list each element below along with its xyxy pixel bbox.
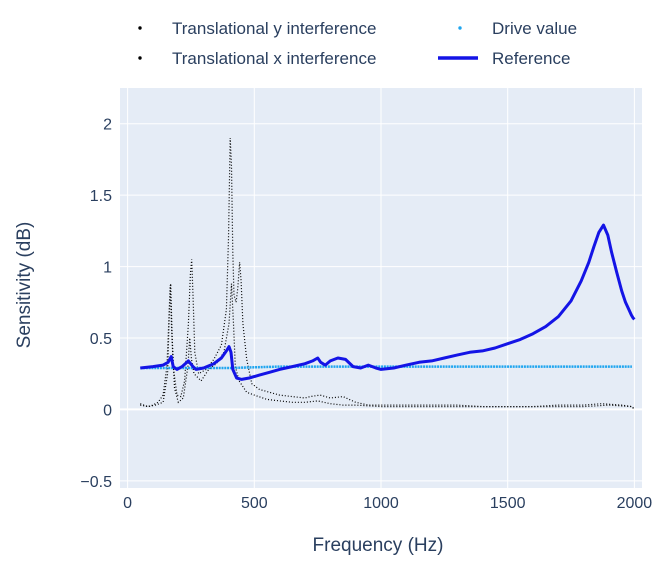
legend: Translational y interference Translationa… (138, 19, 577, 68)
x-tick-label: 1000 (363, 495, 399, 512)
legend-label-translational-x-interference: Translational x interference (172, 49, 376, 68)
x-tick-label: 0 (123, 495, 132, 512)
y-tick-label: 0.5 (90, 331, 112, 348)
legend-swatch-translational-x-interference (138, 56, 142, 60)
x-tick-label: 1500 (490, 495, 526, 512)
y-tick-label: −0.5 (80, 474, 112, 491)
tick-labels: 0 500 1000 1500 2000 −0.5 0 0.5 1 1.5 2 (80, 117, 652, 512)
x-tick-label: 500 (241, 495, 268, 512)
y-tick-label: 1 (103, 260, 112, 277)
series-reference (140, 223, 636, 381)
legend-label-reference: Reference (492, 49, 570, 68)
legend-swatch-translational-y-interference (138, 26, 142, 30)
y-tick-label: 1.5 (90, 188, 112, 205)
x-tick-label: 2000 (617, 495, 653, 512)
legend-label-drive-value: Drive value (492, 19, 577, 38)
y-tick-label: 0 (103, 402, 112, 419)
legend-label-translational-y-interference: Translational y interference (172, 19, 376, 38)
legend-swatch-drive-value (458, 26, 462, 30)
y-tick-label: 2 (103, 117, 112, 134)
y-axis-title: Sensitivity (dB) (14, 222, 35, 349)
grid-lines (120, 88, 642, 488)
x-axis-title: Frequency (Hz) (313, 535, 444, 556)
series-drive-value (140, 365, 632, 370)
series-layer (140, 137, 636, 410)
series-translational-x-interference (140, 283, 635, 410)
